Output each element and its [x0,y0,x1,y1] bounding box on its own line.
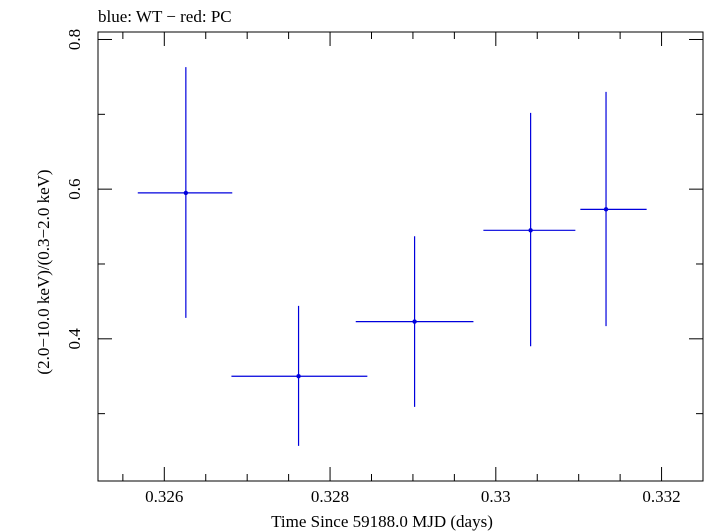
data-point [603,207,609,212]
x-tick-label: 0.33 [481,487,511,506]
x-tick-label: 0.328 [311,487,349,506]
x-axis-label: Time Since 59188.0 MJD (days) [271,512,493,531]
tick-labels: 0.326 0.328 0.33 0.332 0.4 0.6 0.8 [65,29,681,506]
axis-ticks [98,32,704,481]
data-point [183,190,189,196]
chart-title: blue: WT − red: PC [98,7,232,26]
y-tick-label: 0.8 [65,29,84,50]
data-point [528,228,533,233]
y-axis-label: (2.0−10.0 keV)/(0.3−2.0 keV) [34,169,53,374]
y-tick-label: 0.4 [65,328,84,350]
y-tick-label: 0.6 [65,179,84,200]
plot-frame [97,31,704,482]
x-tick-label: 0.332 [642,487,680,506]
data-point [296,374,301,379]
data-point [412,319,417,324]
x-tick-label: 0.326 [145,487,183,506]
data-points [137,67,647,446]
